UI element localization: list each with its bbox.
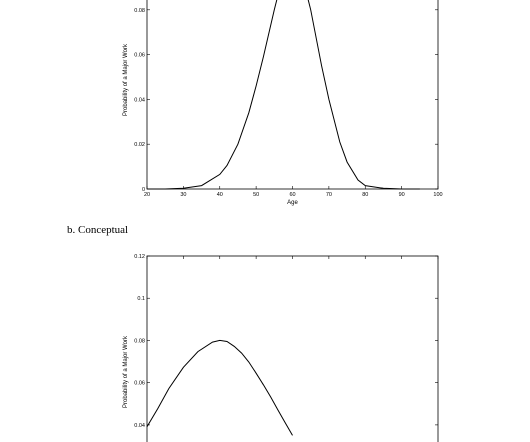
y-tick-label: 0.04: [134, 97, 145, 103]
y-tick-label: 0.04: [134, 423, 145, 429]
chart-b: 0.04 0.06 0.08 0.1 0.12 Probability of a Majo…: [123, 254, 439, 442]
y-tick-label: 0.08: [134, 338, 145, 344]
x-tick-label: 20: [144, 192, 150, 198]
x-tick-label: 100: [433, 192, 442, 198]
y-tick-label: 0.1: [137, 296, 145, 302]
y-axis-label: Probability of a Major Work: [123, 335, 129, 408]
x-axis-label: Age: [287, 200, 298, 206]
y-tick-label: 0.02: [134, 142, 145, 148]
y-tick-label: 0: [142, 187, 145, 193]
x-tick-label: 70: [326, 192, 332, 198]
chart-a: 20 30 40 50 60 70 80 90 100 0 0.02 0.04 0.06 0.08 Age P…: [123, 0, 443, 206]
plot-frame: [146, 0, 439, 190]
x-tick-label: 40: [217, 192, 223, 198]
x-tick-label: 30: [180, 192, 186, 198]
x-tick-label: 90: [399, 192, 405, 198]
x-tick-label: 50: [253, 192, 259, 198]
series-line: [146, 339, 293, 436]
y-tick-label: 0.06: [134, 53, 145, 59]
series-line: [147, 0, 420, 190]
panel-b-title: b. Conceptual: [67, 224, 128, 236]
y-tick-label: 0.06: [134, 381, 145, 387]
y-tick-label: 0.12: [134, 254, 145, 260]
plot-frame: [146, 255, 439, 442]
x-tick-label: 80: [362, 192, 368, 198]
y-tick-label: 0.08: [134, 8, 145, 14]
y-axis-label: Probability of a Major Work: [123, 43, 129, 116]
x-tick-label: 60: [289, 192, 295, 198]
